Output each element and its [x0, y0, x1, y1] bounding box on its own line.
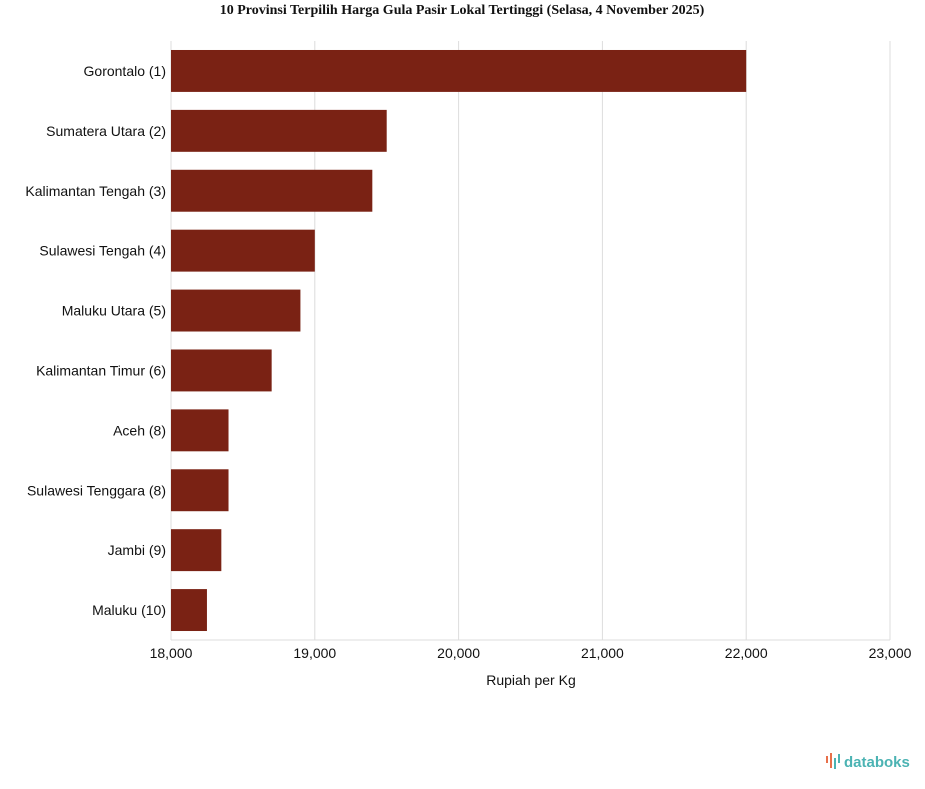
category-label: Kalimantan Tengah (3) [25, 183, 166, 199]
bar[interactable] [171, 169, 373, 212]
category-label: Maluku Utara (5) [62, 303, 166, 319]
bar[interactable] [171, 409, 229, 452]
bar[interactable] [171, 529, 222, 572]
bar[interactable] [171, 589, 207, 632]
category-label: Maluku (10) [92, 602, 166, 618]
x-tick-label: 21,000 [581, 645, 624, 661]
x-tick-label: 18,000 [150, 645, 193, 661]
category-label: Jambi (9) [108, 542, 166, 558]
bar[interactable] [171, 289, 301, 332]
x-tick-labels: 18,000 19,000 20,000 21,000 22,000 23,000 [150, 645, 912, 661]
chart-title: 10 Provinsi Terpilih Harga Gula Pasir Lo… [220, 3, 705, 18]
category-labels: Gorontalo (1) Sumatera Utara (2) Kalimanta… [25, 63, 166, 618]
bar[interactable] [171, 349, 272, 392]
x-tick-label: 22,000 [725, 645, 768, 661]
databoks-logo-icon: databoks [826, 753, 910, 771]
bar[interactable] [171, 49, 747, 92]
category-label: Sulawesi Tenggara (8) [27, 482, 166, 498]
brand-name: databoks [844, 754, 910, 771]
bar[interactable] [171, 469, 229, 512]
x-tick-label: 23,000 [869, 645, 912, 661]
x-tick-label: 19,000 [293, 645, 336, 661]
bars [171, 49, 747, 632]
x-axis-title: Rupiah per Kg [486, 672, 576, 688]
databoks-logo-mark [826, 753, 840, 769]
category-label: Aceh (8) [113, 422, 166, 438]
category-label: Sulawesi Tengah (4) [39, 243, 166, 259]
bar[interactable] [171, 109, 387, 152]
category-label: Sumatera Utara (2) [46, 123, 166, 139]
category-label: Gorontalo (1) [84, 63, 166, 79]
category-label: Kalimantan Timur (6) [36, 362, 166, 378]
x-tick-label: 20,000 [437, 645, 480, 661]
bar[interactable] [171, 229, 315, 272]
